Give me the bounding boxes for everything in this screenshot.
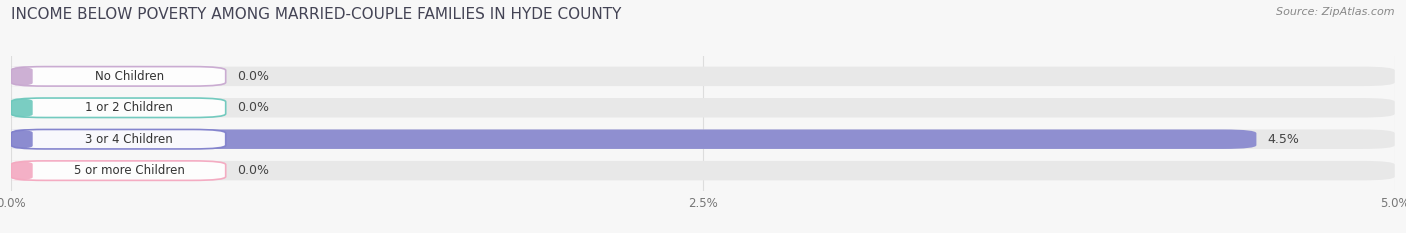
- Text: INCOME BELOW POVERTY AMONG MARRIED-COUPLE FAMILIES IN HYDE COUNTY: INCOME BELOW POVERTY AMONG MARRIED-COUPL…: [11, 7, 621, 22]
- FancyBboxPatch shape: [6, 130, 39, 149]
- FancyBboxPatch shape: [11, 161, 1395, 180]
- FancyBboxPatch shape: [6, 161, 39, 180]
- Text: 0.0%: 0.0%: [236, 70, 269, 83]
- Text: 3 or 4 Children: 3 or 4 Children: [86, 133, 173, 146]
- FancyBboxPatch shape: [11, 98, 1395, 117]
- Text: 5 or more Children: 5 or more Children: [73, 164, 184, 177]
- FancyBboxPatch shape: [6, 98, 39, 117]
- Text: 1 or 2 Children: 1 or 2 Children: [86, 101, 173, 114]
- FancyBboxPatch shape: [11, 130, 226, 149]
- Text: 0.0%: 0.0%: [236, 101, 269, 114]
- FancyBboxPatch shape: [11, 161, 226, 180]
- FancyBboxPatch shape: [11, 67, 226, 86]
- FancyBboxPatch shape: [6, 67, 39, 86]
- Text: 4.5%: 4.5%: [1267, 133, 1299, 146]
- Text: No Children: No Children: [94, 70, 163, 83]
- FancyBboxPatch shape: [11, 130, 1257, 149]
- Text: 0.0%: 0.0%: [236, 164, 269, 177]
- Text: Source: ZipAtlas.com: Source: ZipAtlas.com: [1277, 7, 1395, 17]
- FancyBboxPatch shape: [11, 130, 1395, 149]
- FancyBboxPatch shape: [11, 67, 1395, 86]
- FancyBboxPatch shape: [11, 98, 226, 117]
